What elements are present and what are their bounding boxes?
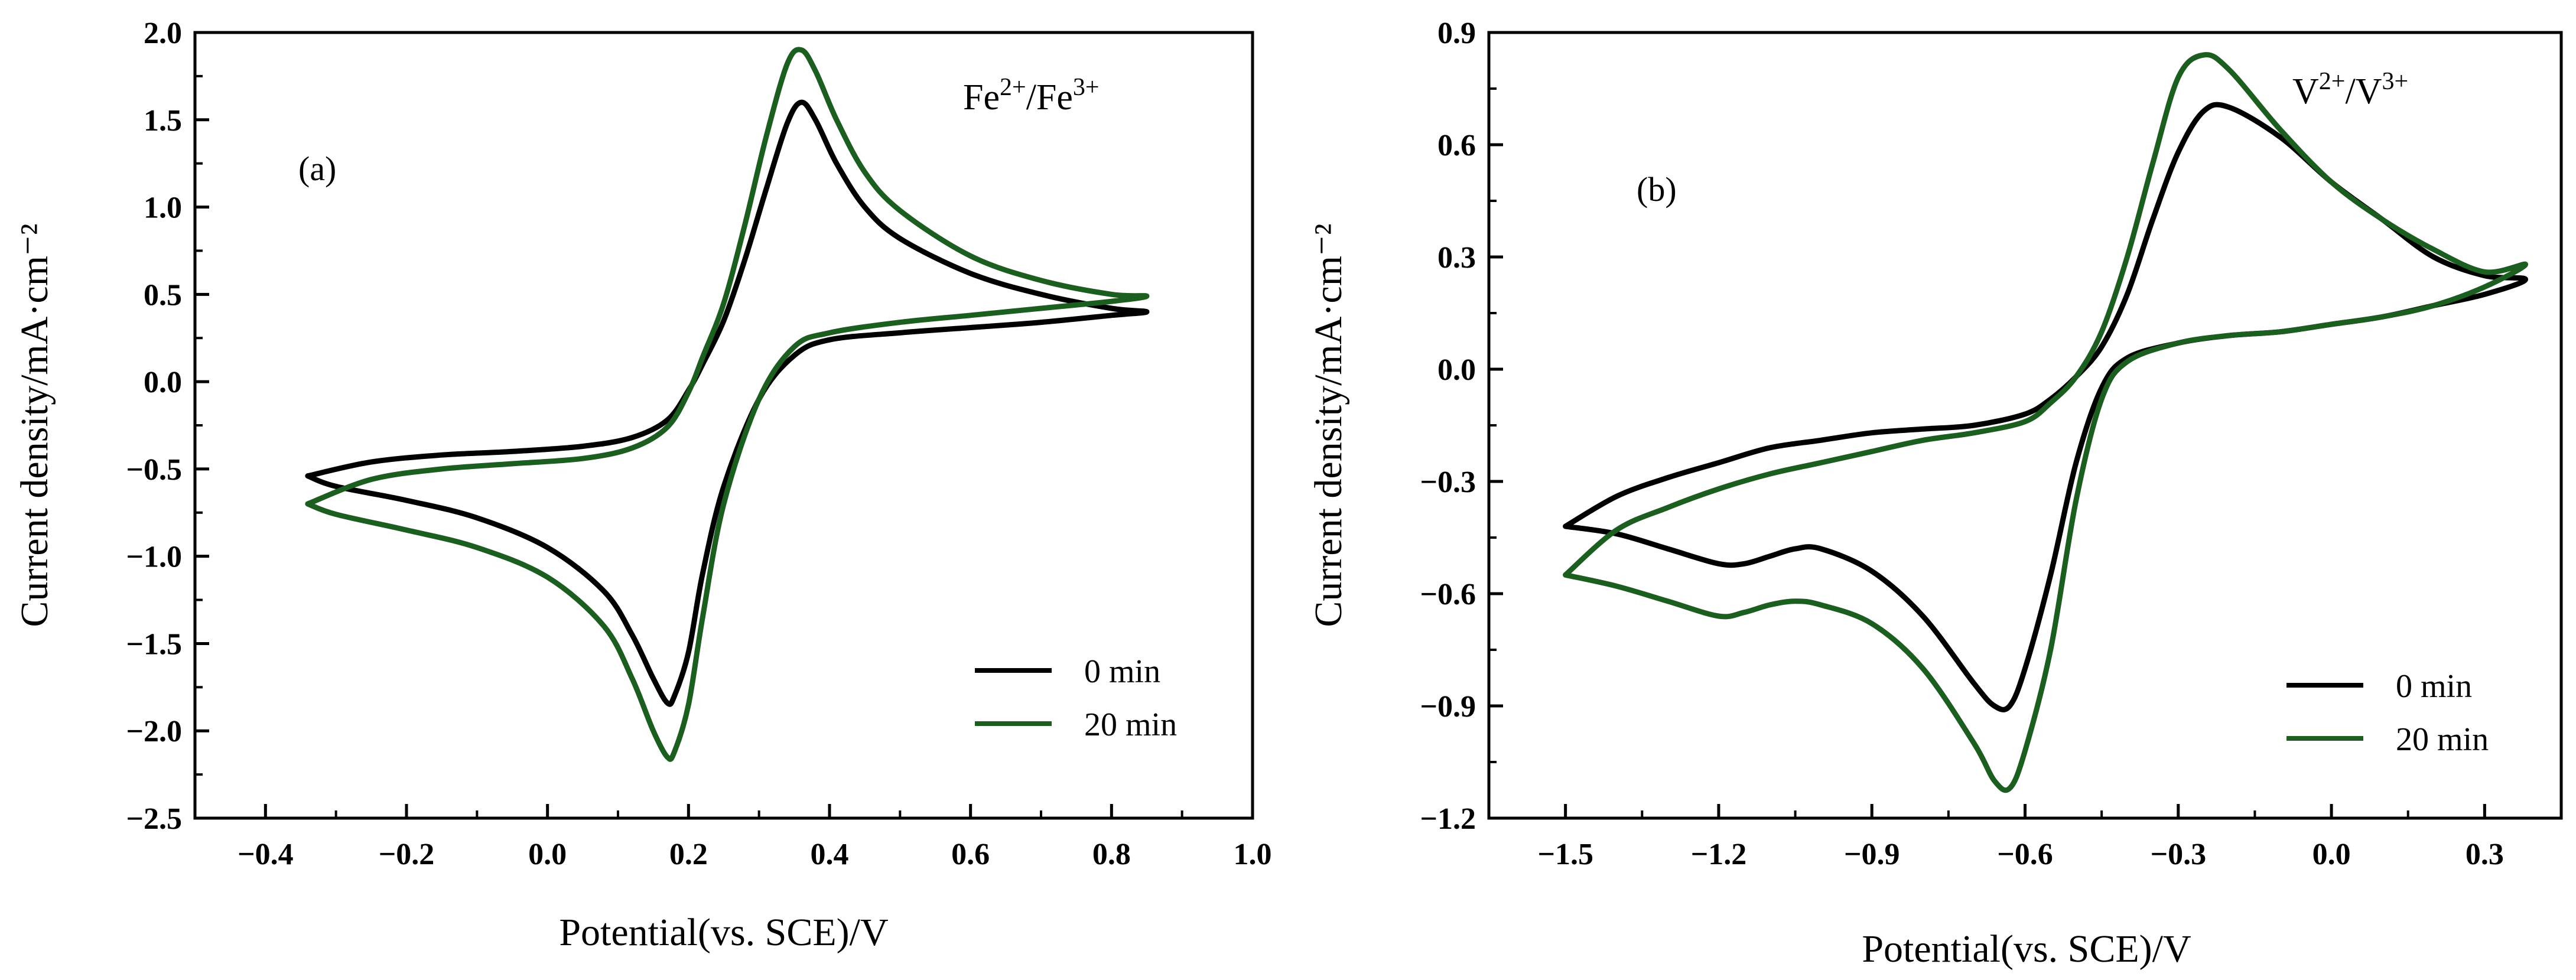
y-tick-label-b-6: −0.9 — [1420, 690, 1476, 724]
y-tick-label-b-7: −1.2 — [1420, 802, 1476, 836]
series-line-a-0min — [305, 99, 1150, 707]
x-tick-label-b-0: −1.5 — [1537, 838, 1593, 871]
y-tick-label-b-3: 0.0 — [1437, 353, 1476, 387]
y-tick-label-a-2: 1.0 — [144, 191, 182, 225]
y-tick-label-b-1: 0.6 — [1437, 129, 1476, 162]
legend-a: 0 min 20 min — [975, 653, 1177, 743]
x-axis-label-a: Potential(vs. SCE)/V — [559, 911, 888, 954]
y-tick-label-a-7: −1.5 — [126, 627, 182, 661]
series-lines-b — [1563, 52, 2528, 793]
x-tick-label-a-4: 0.4 — [811, 838, 849, 871]
chart-panel-b: −1.5 −1.2 −0.9 −0.6 −0.3 0.0 0.3 0.90.60.30.0−… — [1307, 17, 2563, 971]
series-line-a-20min — [305, 47, 1150, 762]
plot-frame-a — [193, 31, 1254, 820]
series-lines-a — [305, 47, 1150, 762]
y-tick-label-a-0: 2.0 — [144, 17, 182, 50]
chart-panel-a: −0.4 −0.2 0.0 0.2 0.4 0.6 0.8 1.0 2.0 1.5 1.0 0.5 0… — [13, 17, 1272, 954]
series-line-b-20min — [1563, 52, 2528, 793]
x-axis-label-b: Potential(vs. SCE)/V — [1862, 927, 2191, 971]
y-tick-label-a-4: 0.0 — [144, 366, 182, 399]
legend-label-0min-b: 0 min — [2396, 668, 2472, 705]
x-tick-label-b-3: −0.6 — [1997, 838, 2053, 871]
x-axis-ticks-a: −0.4 −0.2 0.0 0.2 0.4 0.6 0.8 1.0 — [238, 804, 1272, 871]
x-tick-label-b-4: −0.3 — [2150, 838, 2206, 871]
x-tick-label-b-2: −0.9 — [1844, 838, 1900, 871]
y-tick-label-a-8: −2.0 — [126, 715, 182, 748]
x-tick-label-a-0: −0.4 — [238, 838, 294, 871]
y-tick-label-b-4: −0.3 — [1420, 465, 1476, 499]
y-axis-ticks-b: 0.9 0.6 0.3 0.0 −0.3 −0.6 −0.9 −1.2 — [1420, 17, 1503, 836]
y-axis-ticks-a: 2.0 1.5 1.0 0.5 0.0 −0.5 −1.0 −1.5 −2.0 −2.5 — [126, 17, 209, 836]
y-tick-label-a-6: −1.0 — [126, 541, 182, 574]
y-tick-label-b-5: −0.6 — [1420, 578, 1476, 611]
x-tick-label-b-5: 0.0 — [2312, 838, 2351, 871]
x-tick-label-a-5: 0.6 — [951, 838, 990, 871]
panel-label-b: (b) — [1637, 170, 1677, 209]
x-tick-label-a-6: 0.8 — [1092, 838, 1131, 871]
y-tick-label-a-9: −2.5 — [126, 802, 182, 836]
x-tick-label-b-1: −1.2 — [1691, 838, 1747, 871]
y-tick-label-a-3: 0.5 — [144, 278, 182, 312]
redox-annotation-b: V2+/V3+ — [2292, 68, 2408, 112]
y-tick-label-b-2: 0.3 — [1437, 241, 1476, 275]
legend-label-20min-b: 20 min — [2396, 721, 2489, 758]
y-tick-label-a-5: −0.5 — [126, 453, 182, 487]
legend-b: 0 min 20 min — [2286, 668, 2489, 758]
x-axis-ticks-b: −1.5 −1.2 −0.9 −0.6 −0.3 0.0 0.3 — [1537, 804, 2504, 871]
x-tick-label-a-3: 0.2 — [669, 838, 708, 871]
x-tick-label-b-6: 0.3 — [2466, 838, 2504, 871]
y-tick-label-a-1: 1.5 — [144, 104, 182, 138]
legend-label-20min-a: 20 min — [1084, 706, 1177, 743]
x-tick-label-a-7: 1.0 — [1234, 838, 1272, 871]
series-line-b-0min — [1563, 102, 2528, 712]
panel-label-a: (a) — [298, 149, 336, 188]
y-axis-label-a: Current density/mA·cm⁻² — [13, 223, 56, 627]
x-tick-label-a-1: −0.2 — [379, 838, 435, 871]
x-tick-label-a-2: 0.0 — [528, 838, 567, 871]
y-tick-label-b-0: 0.9 — [1437, 17, 1476, 50]
redox-annotation-a: Fe2+/Fe3+ — [963, 74, 1100, 118]
y-axis-label-b: Current density/mA·cm⁻² — [1307, 223, 1350, 627]
legend-label-0min-a: 0 min — [1084, 653, 1160, 690]
